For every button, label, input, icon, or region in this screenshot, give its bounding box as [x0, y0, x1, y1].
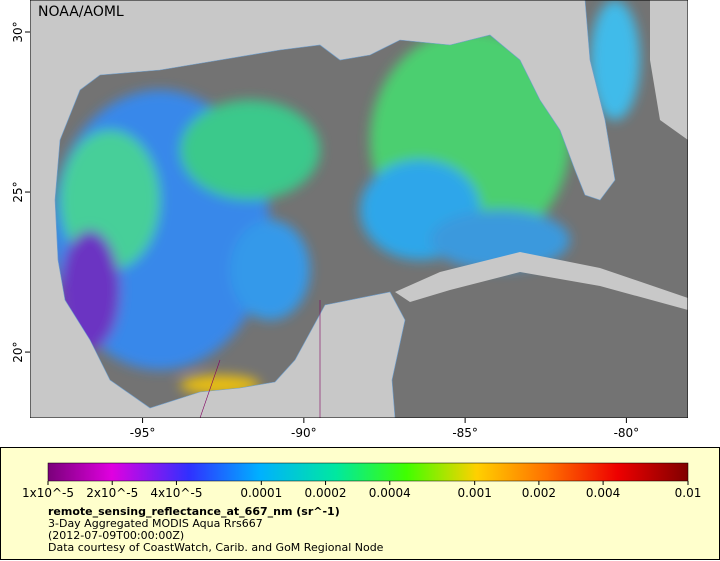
data-overlay [50, 0, 640, 395]
land [30, 0, 616, 418]
x-tick-label: -80° [614, 426, 640, 440]
colorbar-tick-label: 0.01 [675, 486, 702, 500]
map-label: NOAA/AOML [38, 4, 124, 20]
legend-line: 3-Day Aggregated MODIS Aqua Rrs667 [48, 517, 263, 530]
map [30, 0, 688, 418]
colorbar [47, 462, 689, 482]
x-tick-label: -90° [291, 426, 317, 440]
border [30, 300, 321, 418]
legend-line: Data courtesy of CoastWatch, Carib. and … [48, 541, 384, 554]
legend-title: remote_sensing_reflectance_at_667_nm (sr… [48, 505, 340, 518]
colorbar-tick-label: 2x10^-5 [86, 486, 138, 500]
colorbar-tick-label: 0.004 [586, 486, 620, 500]
y-tick-label: 20° [11, 341, 25, 362]
colorbar-tick-label: 4x10^-5 [150, 486, 202, 500]
colorbar-tick-label: 0.002 [522, 486, 556, 500]
x-tick-label: -85° [452, 426, 478, 440]
colorbar-tick-label: 0.001 [457, 486, 491, 500]
y-tick-label: 25° [11, 181, 25, 202]
y-tick-label: 30° [11, 21, 25, 42]
colorbar-tick-label: 1x10^-5 [22, 486, 74, 500]
legend-line: (2012-07-09T00:00:00Z) [48, 529, 184, 542]
island [395, 252, 688, 310]
x-tick-label: -95° [130, 426, 156, 440]
colorbar-tick-label: 0.0002 [305, 486, 347, 500]
colorbar-tick-label: 0.0001 [240, 486, 282, 500]
land [650, 0, 688, 140]
colorbar-tick-label: 0.0004 [369, 486, 411, 500]
